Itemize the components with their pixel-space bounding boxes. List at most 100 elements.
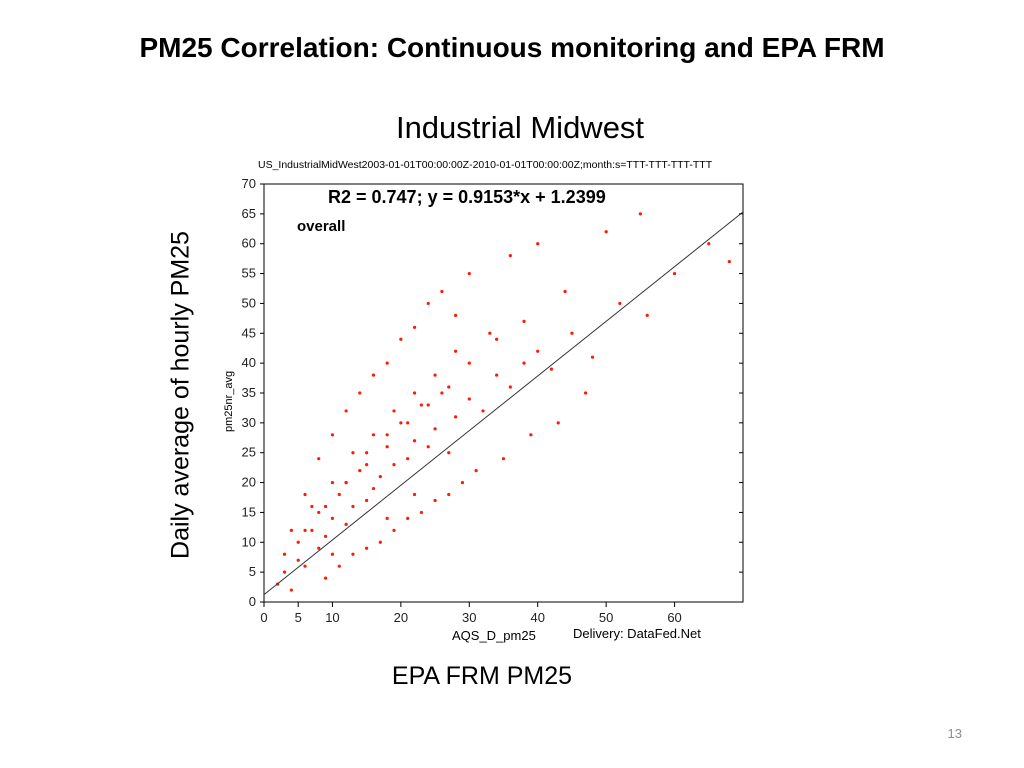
scatter-point xyxy=(371,373,376,377)
group-label: overall xyxy=(297,218,345,235)
x-tick-label: 5 xyxy=(295,610,302,625)
scatter-point xyxy=(522,319,526,323)
scatter-point xyxy=(323,576,328,580)
x-tick-label: 60 xyxy=(667,610,681,625)
scatter-point xyxy=(365,463,369,467)
scatter-point xyxy=(419,510,423,515)
scatter-point xyxy=(447,385,451,389)
scatter-point xyxy=(440,391,444,395)
x-axis: 0 5 10 20 30 40 50 60 xyxy=(260,602,682,625)
y-tick-label: 50 xyxy=(242,295,256,310)
scatter-point xyxy=(392,528,396,532)
scatter-point xyxy=(399,337,403,341)
scatter-point xyxy=(467,271,471,276)
scatter-point xyxy=(604,230,608,234)
x-tick-label: 30 xyxy=(462,610,476,625)
scatter-point xyxy=(296,558,300,562)
scatter-point xyxy=(412,325,417,329)
scatter-point xyxy=(330,433,335,437)
scatter-point xyxy=(371,433,376,437)
scatter-point xyxy=(412,439,417,443)
scatter-point xyxy=(447,492,451,497)
scatter-point xyxy=(310,528,314,532)
scatter-point xyxy=(330,552,335,556)
scatter-point xyxy=(317,546,321,550)
scatter-point xyxy=(584,391,588,395)
scatter-point xyxy=(330,480,335,485)
scatter-point xyxy=(508,385,512,389)
scatter-point xyxy=(365,498,369,503)
scatter-point xyxy=(303,564,307,568)
y-axis: 0 5 10 15 20 25 30 35 40 45 50 55 60 65 70 xyxy=(242,176,743,609)
scatter-point xyxy=(433,498,437,503)
y-tick-label: 30 xyxy=(242,415,256,430)
scatter-point xyxy=(385,361,389,365)
scatter-point xyxy=(337,564,341,568)
page-number: 13 xyxy=(947,726,962,741)
scatter-point xyxy=(508,254,512,258)
scatter-point xyxy=(433,373,437,377)
scatter-point xyxy=(495,337,499,341)
scatter-point xyxy=(412,391,417,395)
scatter-point xyxy=(454,313,458,317)
scatter-point xyxy=(556,421,560,425)
scatter-point xyxy=(433,427,437,431)
scatter-point xyxy=(351,504,355,509)
y-tick-label: 60 xyxy=(242,236,256,251)
scatter-point xyxy=(406,516,410,521)
scatter-point xyxy=(392,409,396,413)
scatter-point xyxy=(460,480,465,485)
scatter-point xyxy=(672,271,677,276)
y-tick-label: 25 xyxy=(242,445,256,460)
x-axis-outer-label: EPA FRM PM25 xyxy=(391,662,573,690)
scatter-point xyxy=(344,409,348,413)
y-tick-label: 10 xyxy=(242,534,256,549)
y-tick-label: 20 xyxy=(242,475,256,490)
delivery-credit: Delivery: DataFed.Net xyxy=(573,626,701,641)
scatter-point xyxy=(296,540,300,544)
scatter-point xyxy=(495,373,499,377)
scatter-point xyxy=(282,570,287,574)
scatter-point xyxy=(440,289,444,294)
scatter-point xyxy=(317,510,321,515)
scatter-point xyxy=(344,522,348,526)
x-axis-label: AQS_D_pm25 xyxy=(452,628,536,643)
scatter-point xyxy=(488,331,492,335)
scatter-point xyxy=(351,552,355,556)
scatter-point xyxy=(536,349,540,353)
x-tick-label: 40 xyxy=(530,610,544,625)
scatter-point xyxy=(365,451,369,455)
x-tick-label: 0 xyxy=(260,610,267,625)
x-tick-label: 50 xyxy=(599,610,613,625)
y-tick-label: 65 xyxy=(242,206,256,221)
scatter-point xyxy=(727,260,731,264)
scatter-points xyxy=(276,212,731,592)
chart-title: Industrial Midwest xyxy=(395,110,645,145)
scatter-point xyxy=(419,403,423,407)
scatter-point xyxy=(707,242,711,246)
regression-line xyxy=(263,211,744,595)
scatter-point xyxy=(282,552,287,556)
y-tick-label: 0 xyxy=(249,594,256,609)
scatter-point xyxy=(289,528,293,532)
scatter-point xyxy=(536,242,540,246)
scatter-point xyxy=(426,301,430,306)
scatter-point xyxy=(385,516,389,521)
scatter-point xyxy=(330,516,335,521)
scatter-point xyxy=(323,504,328,509)
x-tick-label: 20 xyxy=(394,610,408,625)
plot-frame xyxy=(263,183,744,603)
scatter-point xyxy=(310,504,314,509)
scatter-point xyxy=(447,451,451,455)
scatter-point xyxy=(344,480,348,485)
y-tick-label: 5 xyxy=(249,564,256,579)
y-tick-label: 55 xyxy=(242,266,256,281)
scatter-point xyxy=(303,492,307,497)
scatter-point xyxy=(371,486,376,491)
scatter-point xyxy=(351,451,355,455)
scatter-point xyxy=(618,301,622,306)
slide-title: PM25 Correlation: Continuous monitoring … xyxy=(139,32,885,63)
scatter-point xyxy=(570,331,574,335)
scatter-point xyxy=(337,492,341,497)
chart-subtitle: US_IndustrialMidWest2003-01-01T00:00:00Z… xyxy=(258,159,713,171)
